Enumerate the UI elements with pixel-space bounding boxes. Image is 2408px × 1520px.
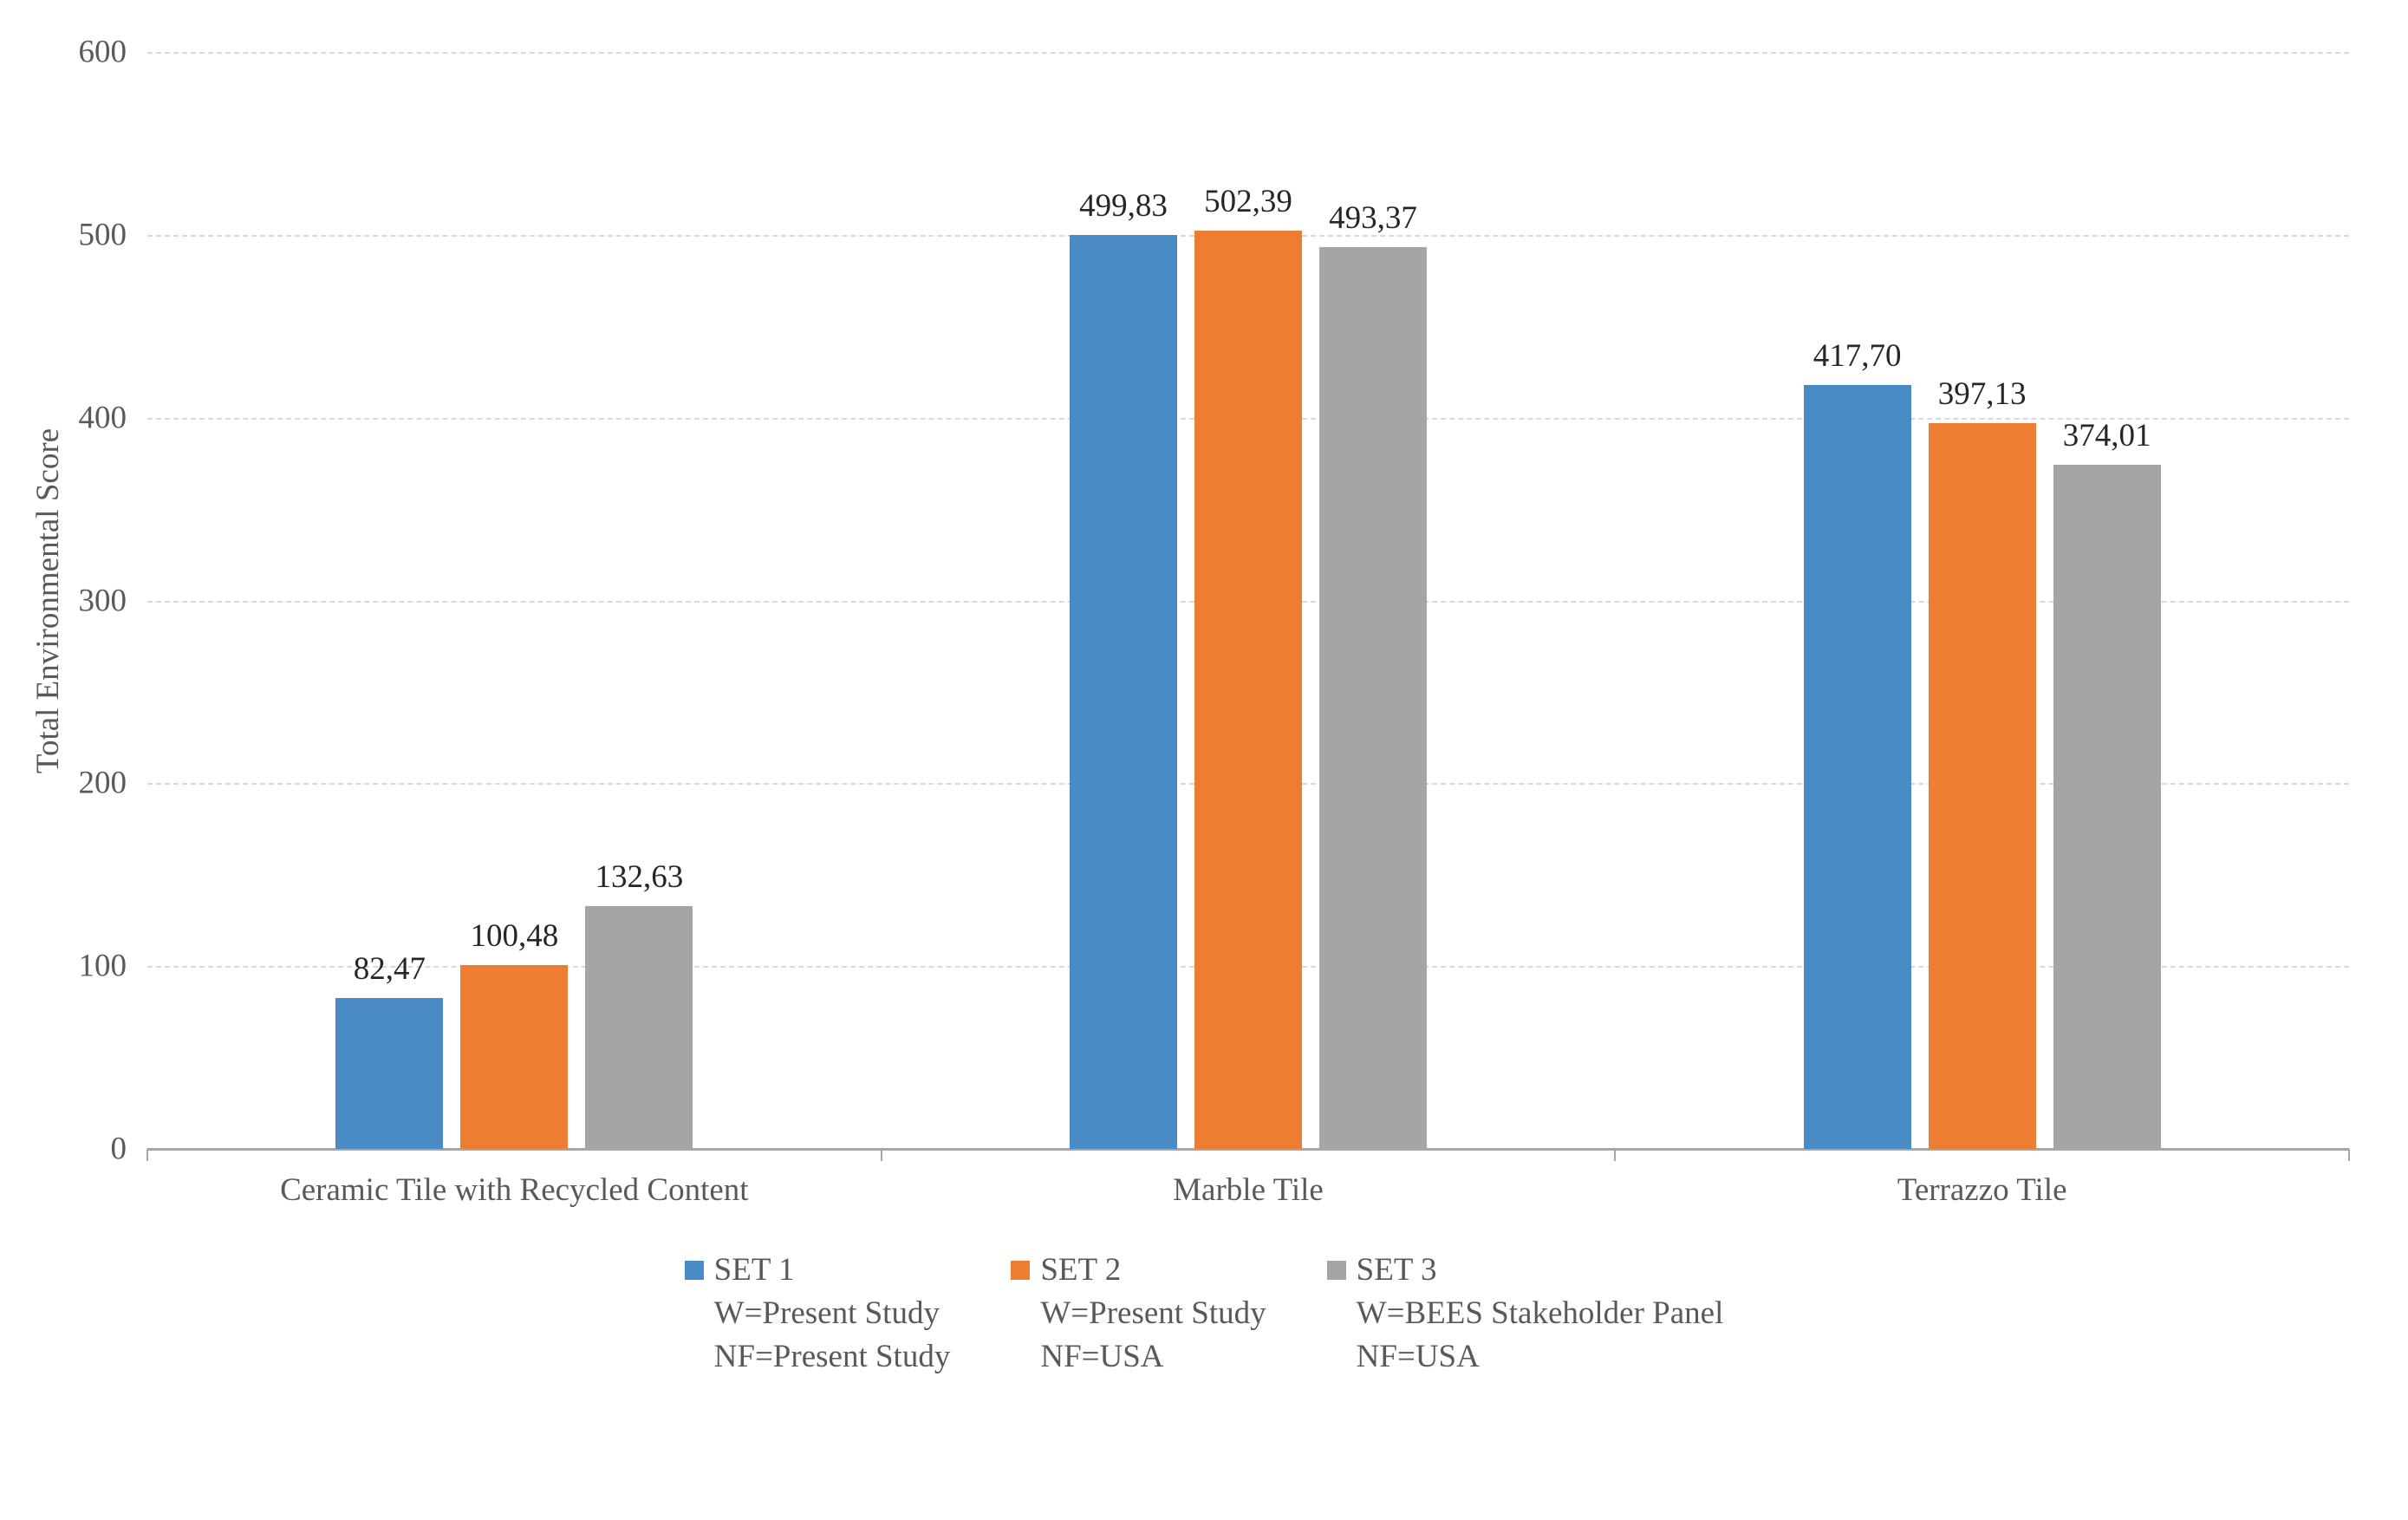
- legend-line: SET 3: [1357, 1249, 1724, 1292]
- x-tick: [146, 1149, 148, 1161]
- legend-swatch: [1327, 1261, 1346, 1280]
- x-tick: [1614, 1149, 1616, 1161]
- bar-value-label: 417,70: [1813, 337, 1902, 375]
- bar: [1194, 231, 1302, 1149]
- legend-line: W=Present Study: [714, 1292, 951, 1335]
- legend-line: NF=USA: [1040, 1335, 1266, 1379]
- x-tick: [881, 1149, 882, 1161]
- bar: [2053, 465, 2161, 1149]
- bar-value-label: 132,63: [595, 858, 683, 896]
- bar-value-label: 397,13: [1938, 375, 2027, 413]
- bar: [1070, 235, 1177, 1149]
- bar: [1929, 423, 2036, 1149]
- bar: [335, 998, 443, 1149]
- bar-value-label: 374,01: [2063, 417, 2151, 454]
- bar: [585, 906, 693, 1149]
- legend-item: SET 2W=Present StudyNF=USA: [1011, 1249, 1266, 1379]
- x-category-label: Terrazzo Tile: [1897, 1171, 2067, 1209]
- bar: [1319, 247, 1427, 1149]
- legend-item: SET 1W=Present StudyNF=Present Study: [685, 1249, 951, 1379]
- chart: 010020030040050060082,47100,48132,63Cera…: [0, 35, 2408, 1485]
- gridline: [147, 52, 2349, 54]
- legend-item: SET 3W=BEES Stakeholder PanelNF=USA: [1327, 1249, 1724, 1379]
- bar-value-label: 502,39: [1204, 183, 1292, 220]
- bar: [1804, 385, 1911, 1149]
- y-tick-label: 600: [40, 34, 127, 71]
- x-tick: [2348, 1149, 2350, 1161]
- legend-text: SET 2W=Present StudyNF=USA: [1040, 1249, 1266, 1379]
- bar-value-label: 493,37: [1329, 199, 1417, 237]
- legend-swatch: [685, 1261, 704, 1280]
- legend-swatch: [1011, 1261, 1030, 1280]
- y-tick-label: 100: [40, 948, 127, 985]
- bar-value-label: 499,83: [1079, 187, 1168, 225]
- legend-text: SET 1W=Present StudyNF=Present Study: [714, 1249, 951, 1379]
- legend-line: W=Present Study: [1040, 1292, 1266, 1335]
- y-tick-label: 500: [40, 216, 127, 253]
- bar-value-label: 82,47: [354, 950, 426, 988]
- legend-line: NF=Present Study: [714, 1335, 951, 1379]
- legend-line: SET 1: [714, 1249, 951, 1292]
- bar-value-label: 100,48: [470, 917, 558, 955]
- legend-line: SET 2: [1040, 1249, 1266, 1292]
- bar: [460, 965, 568, 1149]
- x-category-label: Ceramic Tile with Recycled Content: [280, 1171, 749, 1209]
- legend-line: W=BEES Stakeholder Panel: [1357, 1292, 1724, 1335]
- y-tick-label: 0: [40, 1131, 127, 1168]
- legend-text: SET 3W=BEES Stakeholder PanelNF=USA: [1357, 1249, 1724, 1379]
- y-axis-title: Total Environmental Score: [29, 427, 67, 773]
- x-category-label: Marble Tile: [1173, 1171, 1324, 1209]
- legend-line: NF=USA: [1357, 1335, 1724, 1379]
- legend: SET 1W=Present StudyNF=Present StudySET …: [0, 1249, 2408, 1379]
